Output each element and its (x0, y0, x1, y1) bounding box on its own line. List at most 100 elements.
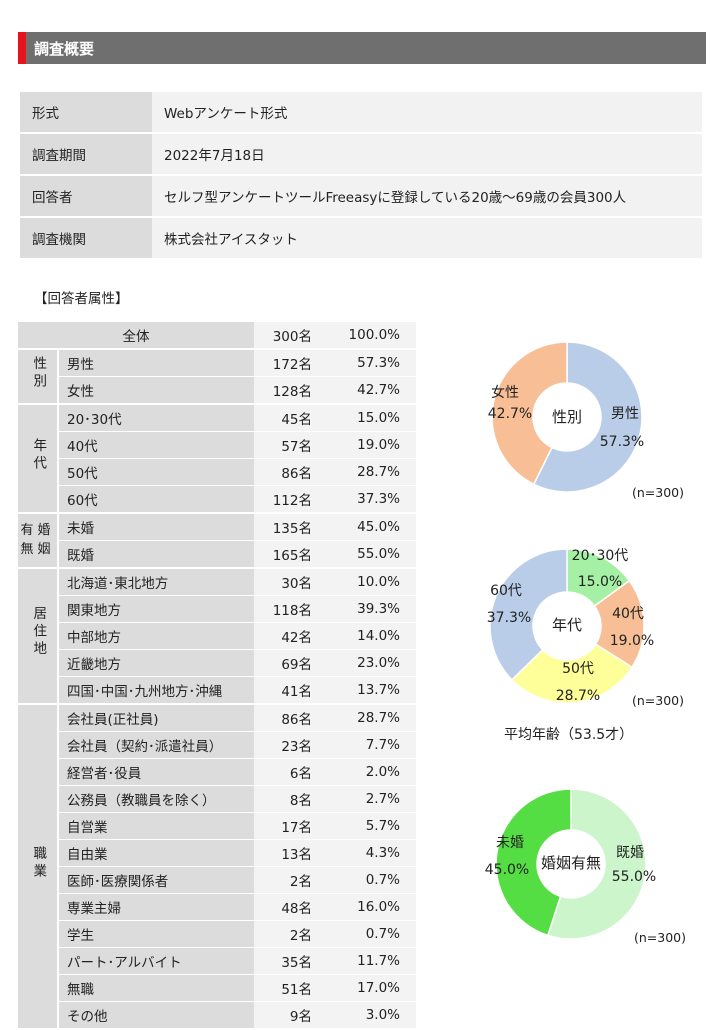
overview-row: 調査機関 株式会社アイスタット (20, 218, 702, 258)
age-donut-chart: 20･30代 15.0% 40代 19.0% 50代 28.7% 60代 37.3% 年代 (n=… (487, 548, 684, 708)
category-cell: 性別 (18, 349, 59, 405)
row-label: 専業主婦 (58, 893, 254, 921)
section-header: 調査概要 (18, 32, 706, 64)
category-label: 性別 (30, 355, 47, 391)
slice-name: 20･30代 (572, 548, 629, 564)
table-row: 会社員（契約･派遣社員） 23名 7.7% (18, 731, 416, 759)
slice-value-label: 55.0% (612, 869, 656, 885)
slice-name: 50代 (562, 661, 594, 677)
row-label: 公務員（教職員を除く） (58, 785, 254, 813)
row-label: 20･30代 (58, 404, 254, 432)
row-count: 172名 (254, 349, 318, 377)
slice-name: 既婚 (616, 845, 644, 861)
row-count: 45名 (254, 404, 318, 432)
marital-donut-chart: 既婚 55.0% 未婚 45.0% 婚姻有無 (n=300) (485, 788, 686, 945)
slice-value-label: 19.0% (610, 633, 654, 649)
row-count: 86名 (254, 704, 318, 732)
overview-key: 回答者 (20, 176, 152, 216)
row-pct: 5.7% (318, 812, 416, 840)
row-pct: 0.7% (318, 920, 416, 948)
table-row: 40代 57名 19.0% (18, 431, 416, 459)
gender-donut-chart: 男性 57.3% 女性 42.7% 性別 (n=300) (488, 341, 684, 500)
category-label: 有婚無姻 (20, 522, 55, 557)
row-count: 2名 (254, 920, 318, 948)
table-row: 無職 51名 17.0% (18, 974, 416, 1002)
overview-row: 回答者 セルフ型アンケートツールFreeasyに登録している20歳～69歳の会員… (20, 176, 702, 216)
overview-value: 株式会社アイスタット (152, 218, 702, 258)
row-label: 学生 (58, 920, 254, 948)
row-label: 近畿地方 (58, 649, 254, 677)
overview-row: 形式 Webアンケート形式 (20, 92, 702, 132)
overview-row: 調査期間 2022年7月18日 (20, 134, 702, 174)
overview-value: Webアンケート形式 (152, 92, 702, 132)
row-pct: 13.7% (318, 676, 416, 705)
sample-size-label: (n=300) (632, 693, 684, 708)
donut-slice (546, 788, 647, 940)
table-row: 50代 86名 28.7% (18, 458, 416, 486)
table-row: 性別 男性 172名 57.3% (18, 349, 416, 405)
row-label: 会社員(正社員) (58, 704, 254, 732)
row-count: 135名 (254, 513, 318, 541)
row-pct: 2.0% (318, 758, 416, 786)
category-label: 居住地 (30, 606, 47, 659)
row-count: 41名 (254, 676, 318, 705)
category-cell: 有婚無姻 (18, 513, 59, 569)
row-pct: 11.7% (318, 947, 416, 975)
row-label: 四国･中国･九州地方･沖縄 (58, 676, 254, 705)
table-row: 近畿地方 69名 23.0% (18, 649, 416, 677)
category-cell: 年代 (18, 404, 59, 514)
table-row: 有婚無姻 未婚 135名 45.0% (18, 513, 416, 569)
row-pct: 7.7% (318, 731, 416, 759)
donut-slice (495, 788, 572, 937)
attributes-table: 全体 300名 100.0% 性別 男性 172名 57.3% 女性 128名 42.7% 年代 20… (18, 322, 416, 1030)
average-age-note: 平均年齢（53.5才） (504, 727, 634, 743)
row-count: 69名 (254, 649, 318, 677)
row-count: 48名 (254, 893, 318, 921)
overview-key: 形式 (20, 92, 152, 132)
table-row: 公務員（教職員を除く） 8名 2.7% (18, 785, 416, 813)
donut-slice (491, 341, 568, 486)
row-label: 関東地方 (58, 595, 254, 623)
row-label: パート･アルバイト (58, 947, 254, 975)
row-pct: 57.3% (318, 349, 416, 377)
table-row: 四国･中国･九州地方･沖縄 41名 13.7% (18, 676, 416, 705)
row-count: 118名 (254, 595, 318, 623)
row-pct: 45.0% (318, 513, 416, 541)
row-pct: 55.0% (318, 540, 416, 569)
overview-table: 形式 Webアンケート形式 調査期間 2022年7月18日 回答者 セルフ型アン… (20, 90, 702, 260)
row-label: 中部地方 (58, 622, 254, 650)
row-label: 自由業 (58, 839, 254, 867)
sample-size-label: (n=300) (632, 485, 684, 500)
row-label: 北海道･東北地方 (58, 568, 254, 596)
row-count: 30名 (254, 568, 318, 596)
slice-name: 40代 (612, 606, 644, 622)
row-pct: 39.3% (318, 595, 416, 623)
table-row: 中部地方 42名 14.0% (18, 622, 416, 650)
overview-value: セルフ型アンケートツールFreeasyに登録している20歳～69歳の会員300人 (152, 176, 702, 216)
row-count: 17名 (254, 812, 318, 840)
row-label: 経営者･役員 (58, 758, 254, 786)
table-row: 医師･医療関係者 2名 0.7% (18, 866, 416, 894)
table-row: 学生 2名 0.7% (18, 920, 416, 948)
slice-name: 女性 (491, 384, 519, 401)
row-count: 128名 (254, 376, 318, 405)
row-label: 60代 (58, 485, 254, 514)
donut-slice (532, 341, 643, 493)
table-row: 自由業 13名 4.3% (18, 839, 416, 867)
table-row: 専業主婦 48名 16.0% (18, 893, 416, 921)
row-count: 13名 (254, 839, 318, 867)
row-pct: 17.0% (318, 974, 416, 1002)
row-pct: 19.0% (318, 431, 416, 459)
table-row: 居住地 北海道･東北地方 30名 10.0% (18, 568, 416, 705)
donut-center-label: 年代 (552, 616, 582, 634)
row-label: 50代 (58, 458, 254, 486)
donut-slice (510, 643, 634, 704)
overview-value: 2022年7月18日 (152, 134, 702, 174)
row-label: 自営業 (58, 812, 254, 840)
category-label: 年代 (30, 437, 47, 473)
table-row: 既婚 165名 55.0% (18, 540, 416, 569)
category-cell: 職業 (18, 704, 59, 1030)
row-pct: 28.7% (318, 458, 416, 486)
row-pct: 0.7% (318, 866, 416, 894)
section-title: 調査概要 (34, 40, 95, 58)
